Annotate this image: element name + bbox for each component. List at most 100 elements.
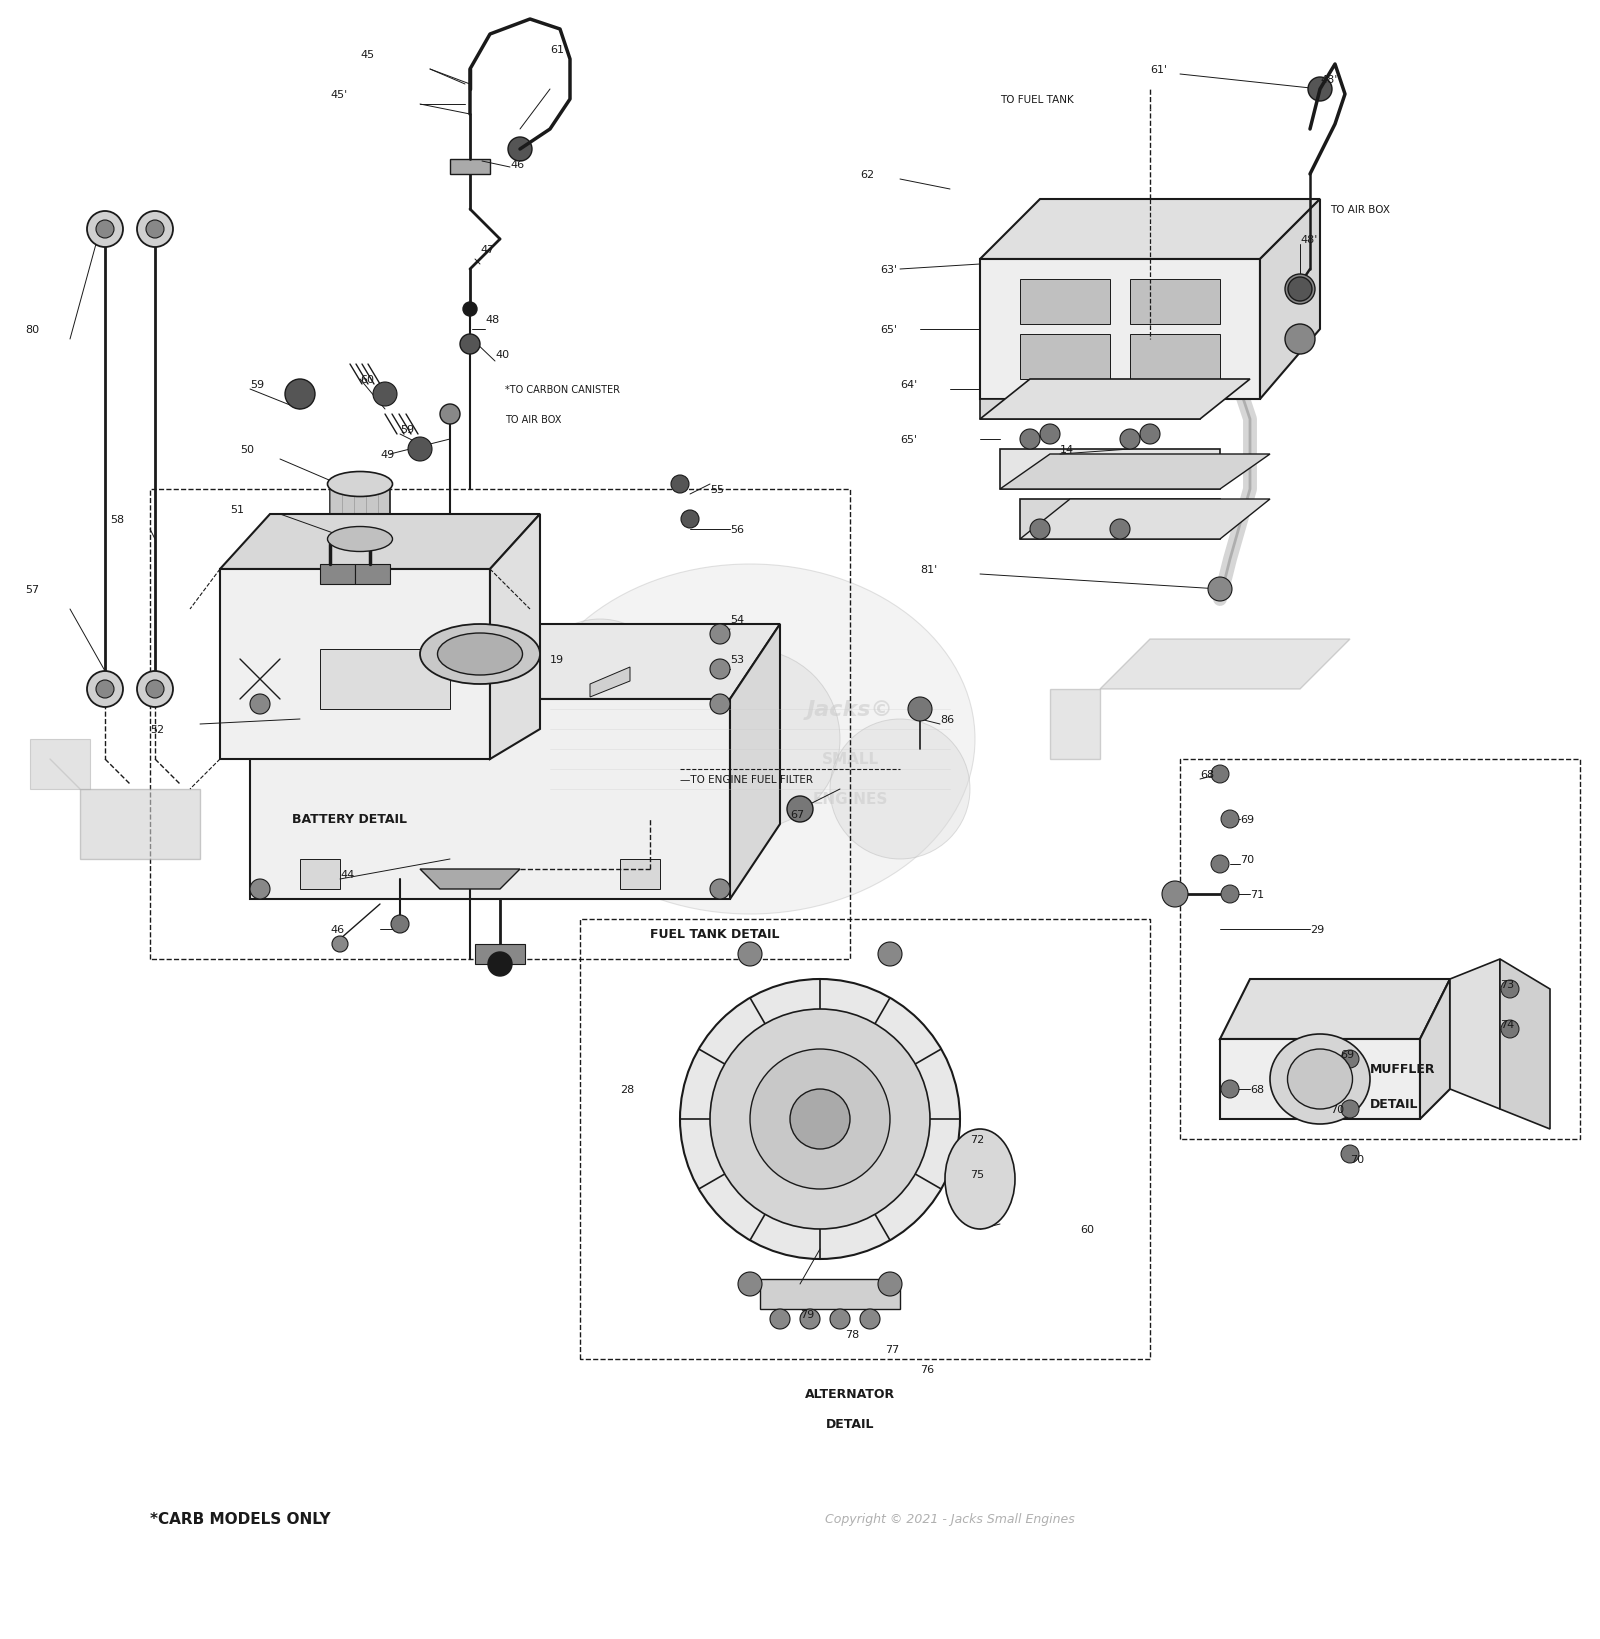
Text: 78: 78 xyxy=(845,1329,859,1339)
Circle shape xyxy=(333,936,349,952)
Text: —TO ENGINE FUEL FILTER: —TO ENGINE FUEL FILTER xyxy=(680,775,813,785)
Polygon shape xyxy=(1261,200,1320,400)
Text: 63': 63' xyxy=(880,266,898,275)
Polygon shape xyxy=(1450,959,1501,1110)
Ellipse shape xyxy=(790,1090,850,1149)
Text: 64': 64' xyxy=(899,380,917,390)
Text: Copyright © 2021 - Jacks Small Engines: Copyright © 2021 - Jacks Small Engines xyxy=(826,1513,1075,1526)
Text: 65': 65' xyxy=(880,325,898,334)
Polygon shape xyxy=(419,869,520,890)
Circle shape xyxy=(1501,980,1518,998)
Circle shape xyxy=(1110,520,1130,539)
Circle shape xyxy=(1285,275,1315,305)
Text: 45': 45' xyxy=(330,90,347,100)
Circle shape xyxy=(1021,429,1040,449)
Text: ALTERNATOR: ALTERNATOR xyxy=(805,1388,894,1401)
Text: 79: 79 xyxy=(800,1310,814,1319)
Circle shape xyxy=(442,652,458,667)
Circle shape xyxy=(1288,279,1312,302)
Circle shape xyxy=(1221,885,1238,903)
Circle shape xyxy=(138,672,173,708)
Circle shape xyxy=(1341,1146,1358,1164)
Circle shape xyxy=(1139,425,1160,444)
Text: 70: 70 xyxy=(1350,1154,1365,1164)
Circle shape xyxy=(285,380,315,410)
Ellipse shape xyxy=(525,565,974,915)
Text: 60: 60 xyxy=(1080,1224,1094,1234)
Polygon shape xyxy=(1130,280,1221,325)
Text: 74: 74 xyxy=(1501,1019,1514,1029)
Circle shape xyxy=(830,720,970,859)
Text: 55: 55 xyxy=(710,485,723,495)
Polygon shape xyxy=(590,667,630,698)
Circle shape xyxy=(1341,1051,1358,1069)
Circle shape xyxy=(462,303,477,316)
Text: 77: 77 xyxy=(885,1344,899,1354)
Text: 61: 61 xyxy=(550,44,563,56)
Polygon shape xyxy=(30,739,90,790)
Polygon shape xyxy=(1000,454,1270,490)
Circle shape xyxy=(250,880,270,900)
Polygon shape xyxy=(621,859,661,890)
Circle shape xyxy=(787,797,813,823)
Circle shape xyxy=(1040,425,1059,444)
Text: SMALL: SMALL xyxy=(821,752,878,767)
Circle shape xyxy=(1221,811,1238,828)
Polygon shape xyxy=(221,515,541,570)
Circle shape xyxy=(146,221,165,239)
Text: 67: 67 xyxy=(790,810,805,820)
Circle shape xyxy=(86,672,123,708)
Circle shape xyxy=(440,405,461,425)
Text: 60: 60 xyxy=(360,375,374,385)
Text: 69: 69 xyxy=(1341,1049,1354,1059)
Circle shape xyxy=(86,211,123,247)
Circle shape xyxy=(373,384,397,406)
Circle shape xyxy=(861,1310,880,1329)
Circle shape xyxy=(390,916,410,934)
Text: FUEL TANK DETAIL: FUEL TANK DETAIL xyxy=(650,928,779,941)
Polygon shape xyxy=(301,859,339,890)
Polygon shape xyxy=(250,700,730,900)
Ellipse shape xyxy=(750,1049,890,1190)
Text: DETAIL: DETAIL xyxy=(1370,1098,1419,1111)
Polygon shape xyxy=(1221,980,1450,1039)
Text: 50: 50 xyxy=(240,444,254,454)
Text: 29: 29 xyxy=(1310,924,1325,934)
Text: 51: 51 xyxy=(230,505,243,515)
Circle shape xyxy=(670,475,690,493)
Circle shape xyxy=(830,1310,850,1329)
Polygon shape xyxy=(80,790,200,859)
Ellipse shape xyxy=(1270,1034,1370,1124)
Circle shape xyxy=(770,1310,790,1329)
Text: 14: 14 xyxy=(1059,444,1074,454)
Circle shape xyxy=(1341,1100,1358,1118)
Circle shape xyxy=(488,952,512,977)
Circle shape xyxy=(661,649,840,829)
Text: 48': 48' xyxy=(1320,75,1338,85)
Circle shape xyxy=(509,138,531,162)
Text: 75: 75 xyxy=(970,1169,984,1180)
Text: 58: 58 xyxy=(110,515,125,524)
Polygon shape xyxy=(320,565,355,585)
Text: TO FUEL TANK: TO FUEL TANK xyxy=(1000,95,1074,105)
Circle shape xyxy=(461,334,480,354)
Circle shape xyxy=(800,1310,819,1329)
Text: TO AIR BOX: TO AIR BOX xyxy=(1330,205,1390,215)
Polygon shape xyxy=(979,380,1250,420)
Polygon shape xyxy=(250,624,781,700)
Ellipse shape xyxy=(419,624,541,685)
Text: 61': 61' xyxy=(1150,66,1166,75)
Circle shape xyxy=(138,211,173,247)
Text: *CARB MODELS ONLY: *CARB MODELS ONLY xyxy=(150,1511,331,1526)
Text: 80: 80 xyxy=(26,325,38,334)
Ellipse shape xyxy=(328,528,392,552)
Circle shape xyxy=(1221,1080,1238,1098)
Polygon shape xyxy=(1130,334,1221,380)
Text: 48': 48' xyxy=(1299,234,1317,244)
Polygon shape xyxy=(1101,639,1350,690)
Text: 44: 44 xyxy=(339,869,354,880)
Text: ENGINES: ENGINES xyxy=(813,792,888,806)
Circle shape xyxy=(710,880,730,900)
Text: 19: 19 xyxy=(550,654,565,664)
Text: BATTERY DETAIL: BATTERY DETAIL xyxy=(293,813,408,826)
